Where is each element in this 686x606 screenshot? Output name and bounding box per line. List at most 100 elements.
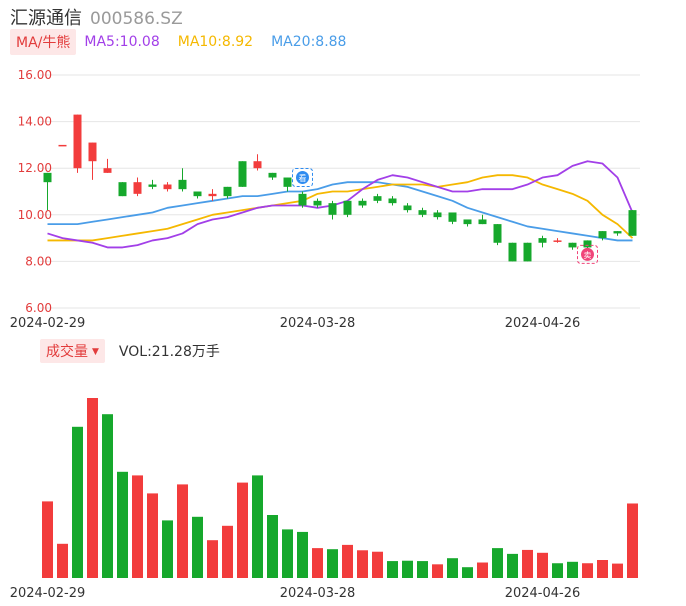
candle[interactable] bbox=[163, 182, 172, 192]
volume-bar[interactable] bbox=[87, 398, 98, 578]
volume-bar[interactable] bbox=[192, 516, 203, 578]
volume-bar[interactable] bbox=[147, 493, 158, 578]
ma-indicator-selector[interactable]: MA/牛熊 bbox=[10, 29, 77, 55]
volume-legend: 成交量 ▼ VOL:21.28万手 bbox=[40, 339, 220, 363]
candle[interactable] bbox=[523, 242, 532, 262]
volume-bar[interactable] bbox=[132, 475, 143, 578]
candle[interactable] bbox=[208, 189, 217, 201]
volume-bar[interactable] bbox=[282, 529, 293, 578]
candle[interactable] bbox=[103, 158, 112, 173]
candle[interactable] bbox=[298, 191, 307, 208]
volume-bar[interactable] bbox=[312, 548, 323, 578]
volume-bar[interactable] bbox=[357, 550, 368, 578]
volume-bar[interactable] bbox=[417, 561, 428, 578]
volume-bar[interactable] bbox=[507, 553, 518, 578]
volume-bar[interactable] bbox=[342, 544, 353, 578]
candle[interactable] bbox=[508, 242, 517, 262]
volume-bar[interactable] bbox=[42, 501, 53, 578]
ma10-legend: MA10:8.92 bbox=[177, 34, 254, 50]
volume-bar[interactable] bbox=[447, 558, 458, 578]
candle-body bbox=[328, 203, 337, 215]
y-tick-label: 6.00 bbox=[25, 301, 52, 315]
candle-body bbox=[343, 200, 352, 215]
candle[interactable] bbox=[313, 198, 322, 208]
volume-bar[interactable] bbox=[597, 560, 608, 578]
candle-body bbox=[298, 193, 307, 206]
candle[interactable] bbox=[223, 186, 232, 199]
candle[interactable] bbox=[568, 242, 577, 250]
candle-body bbox=[58, 144, 67, 147]
volume-bar[interactable] bbox=[492, 548, 503, 578]
candle[interactable] bbox=[148, 179, 157, 190]
candle[interactable] bbox=[43, 172, 52, 211]
volume-bar[interactable] bbox=[102, 414, 113, 578]
candle[interactable] bbox=[358, 198, 367, 208]
candle[interactable] bbox=[418, 207, 427, 218]
volume-bar[interactable] bbox=[477, 562, 488, 578]
candle[interactable] bbox=[553, 238, 562, 243]
volume-bar[interactable] bbox=[252, 475, 263, 578]
volume-bar[interactable] bbox=[327, 549, 338, 578]
candle[interactable] bbox=[343, 200, 352, 218]
candle-body bbox=[493, 224, 502, 243]
candle[interactable] bbox=[238, 161, 247, 187]
candle[interactable] bbox=[253, 154, 262, 171]
volume-indicator-selector[interactable]: 成交量 ▼ bbox=[40, 339, 105, 363]
candle[interactable] bbox=[268, 172, 277, 180]
volume-bar[interactable] bbox=[537, 552, 548, 578]
volume-bar[interactable] bbox=[72, 426, 83, 578]
bear-icon[interactable]: 卖 bbox=[577, 244, 598, 264]
candle[interactable] bbox=[433, 210, 442, 220]
volume-bar[interactable] bbox=[522, 549, 533, 578]
candle-body bbox=[373, 196, 382, 201]
volume-bar[interactable] bbox=[162, 520, 173, 578]
volume-bar[interactable] bbox=[57, 543, 68, 578]
volume-bar[interactable] bbox=[207, 540, 218, 578]
candle[interactable] bbox=[598, 231, 607, 241]
candle[interactable] bbox=[73, 114, 82, 173]
candle[interactable] bbox=[538, 235, 547, 248]
ma20-line bbox=[47, 181, 633, 242]
candle[interactable] bbox=[133, 177, 142, 197]
volume-bar[interactable] bbox=[402, 560, 413, 578]
candle[interactable] bbox=[493, 224, 502, 246]
candle[interactable] bbox=[448, 212, 457, 225]
candle[interactable] bbox=[478, 214, 487, 225]
volume-bar[interactable] bbox=[177, 484, 188, 578]
candle-body bbox=[73, 114, 82, 169]
volume-bar[interactable] bbox=[627, 503, 638, 578]
volume-bar[interactable] bbox=[582, 563, 593, 578]
y-tick-label: 10.00 bbox=[18, 208, 52, 222]
candle[interactable] bbox=[88, 142, 97, 180]
volume-bar[interactable] bbox=[612, 563, 623, 578]
candle-body bbox=[523, 242, 532, 262]
candle[interactable] bbox=[58, 144, 67, 147]
candle[interactable] bbox=[613, 231, 622, 236]
volume-bar[interactable] bbox=[372, 551, 383, 578]
volume-bar[interactable] bbox=[387, 561, 398, 578]
volume-bar[interactable] bbox=[462, 567, 473, 578]
volume-bar[interactable] bbox=[297, 531, 308, 578]
volume-bar[interactable] bbox=[432, 564, 443, 578]
candle[interactable] bbox=[628, 210, 637, 236]
candle-body bbox=[193, 191, 202, 197]
bull-icon[interactable]: 看 bbox=[292, 168, 313, 188]
candle[interactable] bbox=[118, 182, 127, 197]
volume-bar[interactable] bbox=[567, 561, 578, 578]
volume-bar[interactable] bbox=[552, 563, 563, 578]
candle[interactable] bbox=[373, 193, 382, 204]
candle[interactable] bbox=[193, 191, 202, 199]
marker-glyph: 卖 bbox=[584, 251, 592, 260]
marker-dot bbox=[581, 247, 594, 261]
candle[interactable] bbox=[328, 200, 337, 220]
volume-bar[interactable] bbox=[237, 482, 248, 578]
candle[interactable] bbox=[283, 177, 292, 192]
candle[interactable] bbox=[388, 196, 397, 206]
volume-bar[interactable] bbox=[267, 515, 278, 578]
candle[interactable] bbox=[463, 219, 472, 227]
candle[interactable] bbox=[403, 203, 412, 213]
volume-bar[interactable] bbox=[222, 525, 233, 578]
candle[interactable] bbox=[178, 168, 187, 192]
volume-bar[interactable] bbox=[117, 471, 128, 578]
